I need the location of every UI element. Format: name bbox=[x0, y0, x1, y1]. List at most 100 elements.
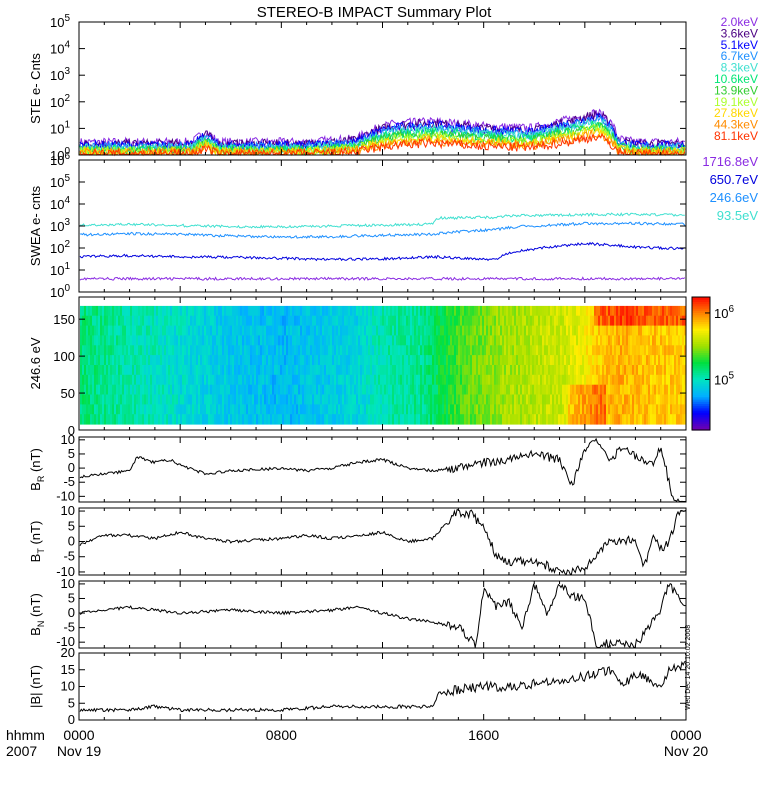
spectrogram-cell bbox=[502, 404, 504, 415]
spectrogram-cell bbox=[614, 355, 616, 366]
spectrogram-cell bbox=[270, 335, 272, 346]
spectrogram-cell bbox=[480, 315, 482, 327]
spectrogram-cell bbox=[316, 355, 318, 366]
spectrogram-cell bbox=[242, 315, 244, 327]
spectrogram-cell bbox=[594, 315, 596, 327]
spectrogram-cell bbox=[452, 305, 454, 317]
spectrogram-cell bbox=[454, 325, 456, 336]
spectrogram-cell bbox=[396, 345, 398, 356]
spectrogram-cell bbox=[552, 345, 554, 356]
spectrogram-cell bbox=[138, 384, 140, 396]
spectrogram-cell bbox=[626, 365, 628, 376]
spectrogram-cell bbox=[628, 325, 630, 336]
spectrogram-cell bbox=[358, 355, 360, 366]
spectrogram-cell bbox=[106, 414, 108, 425]
spectrogram-cell bbox=[292, 384, 294, 396]
spectrogram-cell bbox=[382, 335, 384, 346]
spectrogram-cell bbox=[490, 365, 492, 376]
spectrogram-cell bbox=[386, 325, 388, 336]
spectrogram-cell bbox=[180, 374, 182, 386]
spectrogram-cell bbox=[450, 404, 452, 415]
spectrogram-cell bbox=[188, 404, 190, 415]
series-br bbox=[79, 437, 686, 502]
spectrogram-cell bbox=[302, 365, 304, 376]
spectrogram-cell bbox=[364, 315, 366, 327]
spectrogram-cell bbox=[448, 355, 450, 366]
spectrogram-cell bbox=[160, 335, 162, 346]
spectrogram-cell bbox=[240, 355, 242, 366]
spectrogram-cell bbox=[562, 345, 564, 356]
spectrogram-cell bbox=[402, 305, 404, 317]
spectrogram-cell bbox=[536, 384, 538, 396]
colorbar-tick-label: 105 bbox=[714, 370, 734, 387]
spectrogram-cell bbox=[656, 305, 658, 317]
spectrogram-cell bbox=[256, 394, 258, 405]
spectrogram-cell bbox=[554, 404, 556, 415]
spectrogram-cell bbox=[380, 365, 382, 376]
x-tick-label: 0000 bbox=[63, 727, 94, 743]
spectrogram-cell bbox=[172, 394, 174, 405]
spectrogram-cell bbox=[444, 345, 446, 356]
spectrogram-cell bbox=[240, 325, 242, 336]
spectrogram-cell bbox=[628, 365, 630, 376]
spectrogram-cell bbox=[468, 335, 470, 346]
spectrogram-cell bbox=[542, 384, 544, 396]
spectrogram-cell bbox=[564, 325, 566, 336]
spectrogram-cell bbox=[564, 384, 566, 396]
spectrogram-cell bbox=[598, 335, 600, 346]
spectrogram-cell bbox=[322, 355, 324, 366]
spectrogram-cell bbox=[130, 325, 132, 336]
spectrogram-cell bbox=[520, 315, 522, 327]
spectrogram-cell bbox=[286, 355, 288, 366]
spectrogram-cell bbox=[196, 414, 198, 425]
spectrogram-cell bbox=[488, 365, 490, 376]
spectrogram-cell bbox=[216, 394, 218, 405]
spectrogram-cell bbox=[254, 365, 256, 376]
spectrogram-cell bbox=[84, 325, 86, 336]
spectrogram-cell bbox=[424, 335, 426, 346]
spectrogram-cell bbox=[252, 345, 254, 356]
spectrogram-cell bbox=[94, 355, 96, 366]
spectrogram-cell bbox=[674, 345, 676, 356]
spectrogram-cell bbox=[418, 404, 420, 415]
spectrogram-cell bbox=[596, 414, 598, 425]
spectrogram-cell bbox=[194, 345, 196, 356]
colorbar-step bbox=[692, 308, 710, 311]
spectrogram-cell bbox=[584, 315, 586, 327]
spectrogram-cell bbox=[220, 384, 222, 396]
spectrogram-cell bbox=[86, 384, 88, 396]
spectrogram-cell bbox=[482, 394, 484, 405]
spectrogram-cell bbox=[588, 315, 590, 327]
spectrogram-cell bbox=[572, 384, 574, 396]
spectrogram-cell bbox=[242, 374, 244, 386]
spectrogram-cell bbox=[630, 384, 632, 396]
spectrogram-cell bbox=[388, 355, 390, 366]
spectrogram-cell bbox=[456, 384, 458, 396]
spectrogram-cell bbox=[472, 305, 474, 317]
spectrogram-cell bbox=[608, 365, 610, 376]
spectrogram-cell bbox=[578, 394, 580, 405]
spectrogram-cell bbox=[546, 394, 548, 405]
spectrogram-cell bbox=[150, 414, 152, 425]
spectrogram-cell bbox=[94, 305, 96, 317]
spectrogram-cell bbox=[282, 404, 284, 415]
spectrogram-cell bbox=[142, 414, 144, 425]
spectrogram-cell bbox=[144, 305, 146, 317]
spectrogram-cell bbox=[360, 355, 362, 366]
spectrogram-cell bbox=[612, 404, 614, 415]
spectrogram-cell bbox=[234, 365, 236, 376]
spectrogram-cell bbox=[624, 374, 626, 386]
spectrogram-cell bbox=[140, 414, 142, 425]
spectrogram-cell bbox=[282, 374, 284, 386]
spectrogram-cell bbox=[166, 325, 168, 336]
y-tick-label: 5 bbox=[68, 590, 75, 605]
spectrogram-cell bbox=[186, 345, 188, 356]
spectrogram-cell bbox=[446, 414, 448, 425]
spectrogram-cell bbox=[236, 345, 238, 356]
spectrogram-cell bbox=[326, 325, 328, 336]
spectrogram-cell bbox=[306, 355, 308, 366]
spectrogram-cell bbox=[104, 374, 106, 386]
spectrogram-cell bbox=[622, 335, 624, 346]
spectrogram-cell bbox=[286, 374, 288, 386]
spectrogram-cell bbox=[590, 335, 592, 346]
